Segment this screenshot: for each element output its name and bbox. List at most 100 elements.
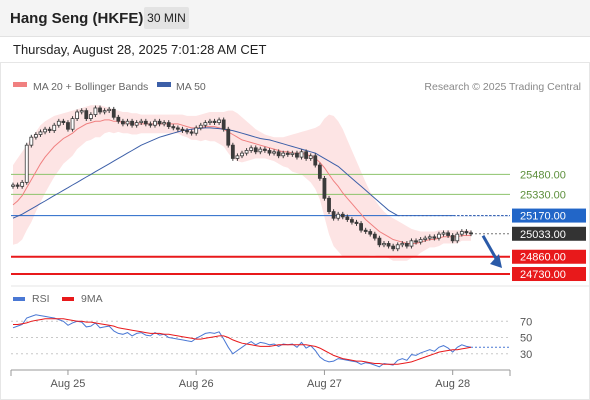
candle-body bbox=[180, 128, 185, 131]
ma20-legend-label: MA 20 + Bollinger Bands bbox=[33, 81, 148, 93]
credit-text: Research © 2025 Trading Central bbox=[424, 81, 581, 93]
moving-averages bbox=[12, 119, 510, 244]
arrow-shaft bbox=[481, 235, 500, 263]
rsi-tick-label: 30 bbox=[520, 349, 532, 361]
time-axis-label: Aug 26 bbox=[179, 378, 214, 390]
candle-body bbox=[446, 232, 451, 236]
candle-body bbox=[75, 111, 80, 119]
last-tag bbox=[512, 226, 586, 241]
candle-body bbox=[107, 108, 112, 112]
time-axis-label: Aug 27 bbox=[307, 378, 342, 390]
candle-body bbox=[139, 120, 144, 123]
pivot-label: 25170.00 bbox=[520, 211, 566, 223]
ma50-legend-label: MA 50 bbox=[176, 81, 206, 93]
candle-body bbox=[61, 120, 66, 123]
candle-body bbox=[400, 243, 405, 246]
ma50-legend-swatch bbox=[157, 82, 171, 87]
bollinger-band bbox=[13, 105, 471, 261]
arrow-head bbox=[490, 254, 502, 268]
candle-body bbox=[272, 151, 276, 154]
candle-body bbox=[134, 122, 139, 126]
candle-body bbox=[391, 245, 396, 250]
candle-body bbox=[322, 177, 327, 199]
candle-body bbox=[290, 152, 295, 155]
support-tag bbox=[512, 249, 586, 264]
candle-body bbox=[340, 213, 345, 218]
bollinger-band-area bbox=[13, 105, 471, 261]
ma20-legend-swatch bbox=[13, 82, 27, 87]
candle-body bbox=[276, 151, 281, 157]
candle-body bbox=[469, 232, 473, 235]
candle-body bbox=[414, 240, 418, 243]
candle-body bbox=[212, 120, 217, 123]
candle-body bbox=[235, 155, 240, 159]
candle-body bbox=[299, 151, 304, 158]
candle-body bbox=[308, 155, 313, 159]
candle-body bbox=[66, 122, 70, 130]
candle-body bbox=[441, 232, 446, 235]
candle-body bbox=[79, 110, 84, 113]
candle-body bbox=[363, 229, 368, 232]
candle-body bbox=[304, 151, 309, 159]
candle-body bbox=[121, 120, 125, 125]
candle-body bbox=[194, 127, 199, 134]
candle-body bbox=[84, 110, 89, 119]
candle-body bbox=[185, 130, 189, 133]
candle-body bbox=[102, 110, 107, 113]
candle-body bbox=[262, 148, 267, 151]
forecast-arrow bbox=[481, 235, 502, 268]
candle-body bbox=[295, 152, 299, 158]
candle-body bbox=[345, 216, 350, 220]
candle-body bbox=[166, 122, 171, 127]
candle-body bbox=[70, 118, 75, 130]
candle-body bbox=[47, 128, 52, 131]
candle-body bbox=[240, 152, 244, 157]
candle-body bbox=[111, 108, 116, 118]
instrument-title: Hang Seng (HKFE) bbox=[10, 10, 144, 27]
candle-body bbox=[208, 120, 212, 123]
time-axis-label: Aug 25 bbox=[51, 378, 86, 390]
candle-body bbox=[153, 120, 157, 126]
rsi-tick-label: 50 bbox=[520, 333, 532, 345]
candle-body bbox=[11, 184, 15, 187]
candle-body bbox=[354, 221, 359, 224]
price-level-tags: 25480.00 25330.00 25170.00 25033.00 24860.00… bbox=[512, 169, 586, 282]
candle-body bbox=[331, 211, 336, 219]
candle-body bbox=[56, 120, 61, 126]
interval-button[interactable]: 30 MIN bbox=[144, 7, 189, 29]
candle-body bbox=[437, 233, 441, 239]
candle-body bbox=[244, 150, 249, 154]
candle-body bbox=[313, 155, 318, 166]
candle-body bbox=[171, 126, 176, 129]
candle-body bbox=[24, 144, 29, 183]
candle-body bbox=[464, 231, 469, 234]
candle-body bbox=[143, 120, 148, 125]
candle-body bbox=[38, 131, 43, 135]
support-tag bbox=[512, 267, 586, 282]
candle-body bbox=[130, 120, 134, 126]
candle-body bbox=[455, 233, 460, 242]
candle-body bbox=[267, 150, 272, 154]
candle-body bbox=[372, 233, 377, 239]
candle-body bbox=[221, 119, 226, 130]
rsi-line bbox=[12, 314, 472, 368]
candle-body bbox=[459, 231, 464, 235]
time-axis-label: Aug 28 bbox=[435, 378, 470, 390]
candle-body bbox=[116, 116, 121, 122]
candle-body bbox=[359, 223, 363, 231]
support-label: 24860.00 bbox=[520, 252, 566, 264]
candle-body bbox=[249, 147, 254, 151]
candle-body bbox=[125, 120, 130, 125]
candle-body bbox=[162, 122, 167, 125]
rsi-panel: 70 50 30 bbox=[11, 314, 532, 368]
candle-body bbox=[175, 127, 180, 130]
candle-body bbox=[198, 124, 203, 129]
candle-body bbox=[20, 181, 25, 187]
pivot-tag bbox=[512, 208, 586, 223]
rsi-ma-legend-swatch bbox=[62, 297, 74, 301]
candle-body bbox=[285, 152, 290, 155]
price-levels bbox=[11, 173, 510, 276]
last-label: 25033.00 bbox=[520, 229, 566, 241]
rsi-legend-label: RSI bbox=[32, 293, 50, 305]
